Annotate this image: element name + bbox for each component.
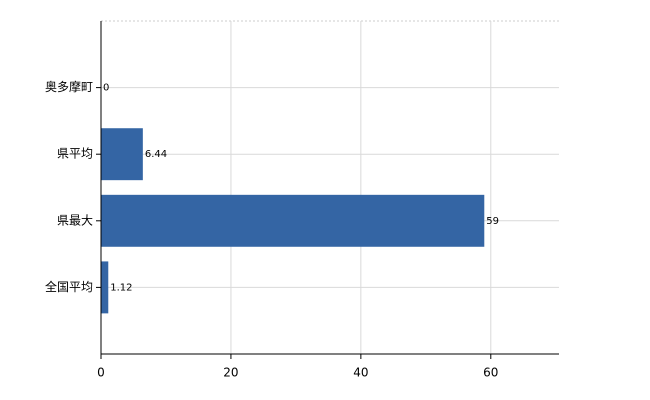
x-tick-label: 40 <box>353 366 368 380</box>
bar <box>101 194 485 247</box>
x-tick-label: 0 <box>97 366 105 380</box>
value-label: 1.12 <box>110 282 132 293</box>
y-tick-label: 全国平均 <box>45 279 93 294</box>
bar <box>101 261 109 314</box>
value-label: 59 <box>486 216 499 227</box>
y-tick-label: 県最大 <box>57 213 93 227</box>
bar <box>101 128 143 181</box>
value-label: 0 <box>103 83 109 94</box>
value-label: 6.44 <box>145 149 167 160</box>
x-tick-label: 20 <box>223 366 238 380</box>
y-tick-label: 奥多摩町 <box>45 79 93 94</box>
y-tick-label: 県平均 <box>57 147 93 161</box>
x-tick-label: 60 <box>483 366 498 380</box>
